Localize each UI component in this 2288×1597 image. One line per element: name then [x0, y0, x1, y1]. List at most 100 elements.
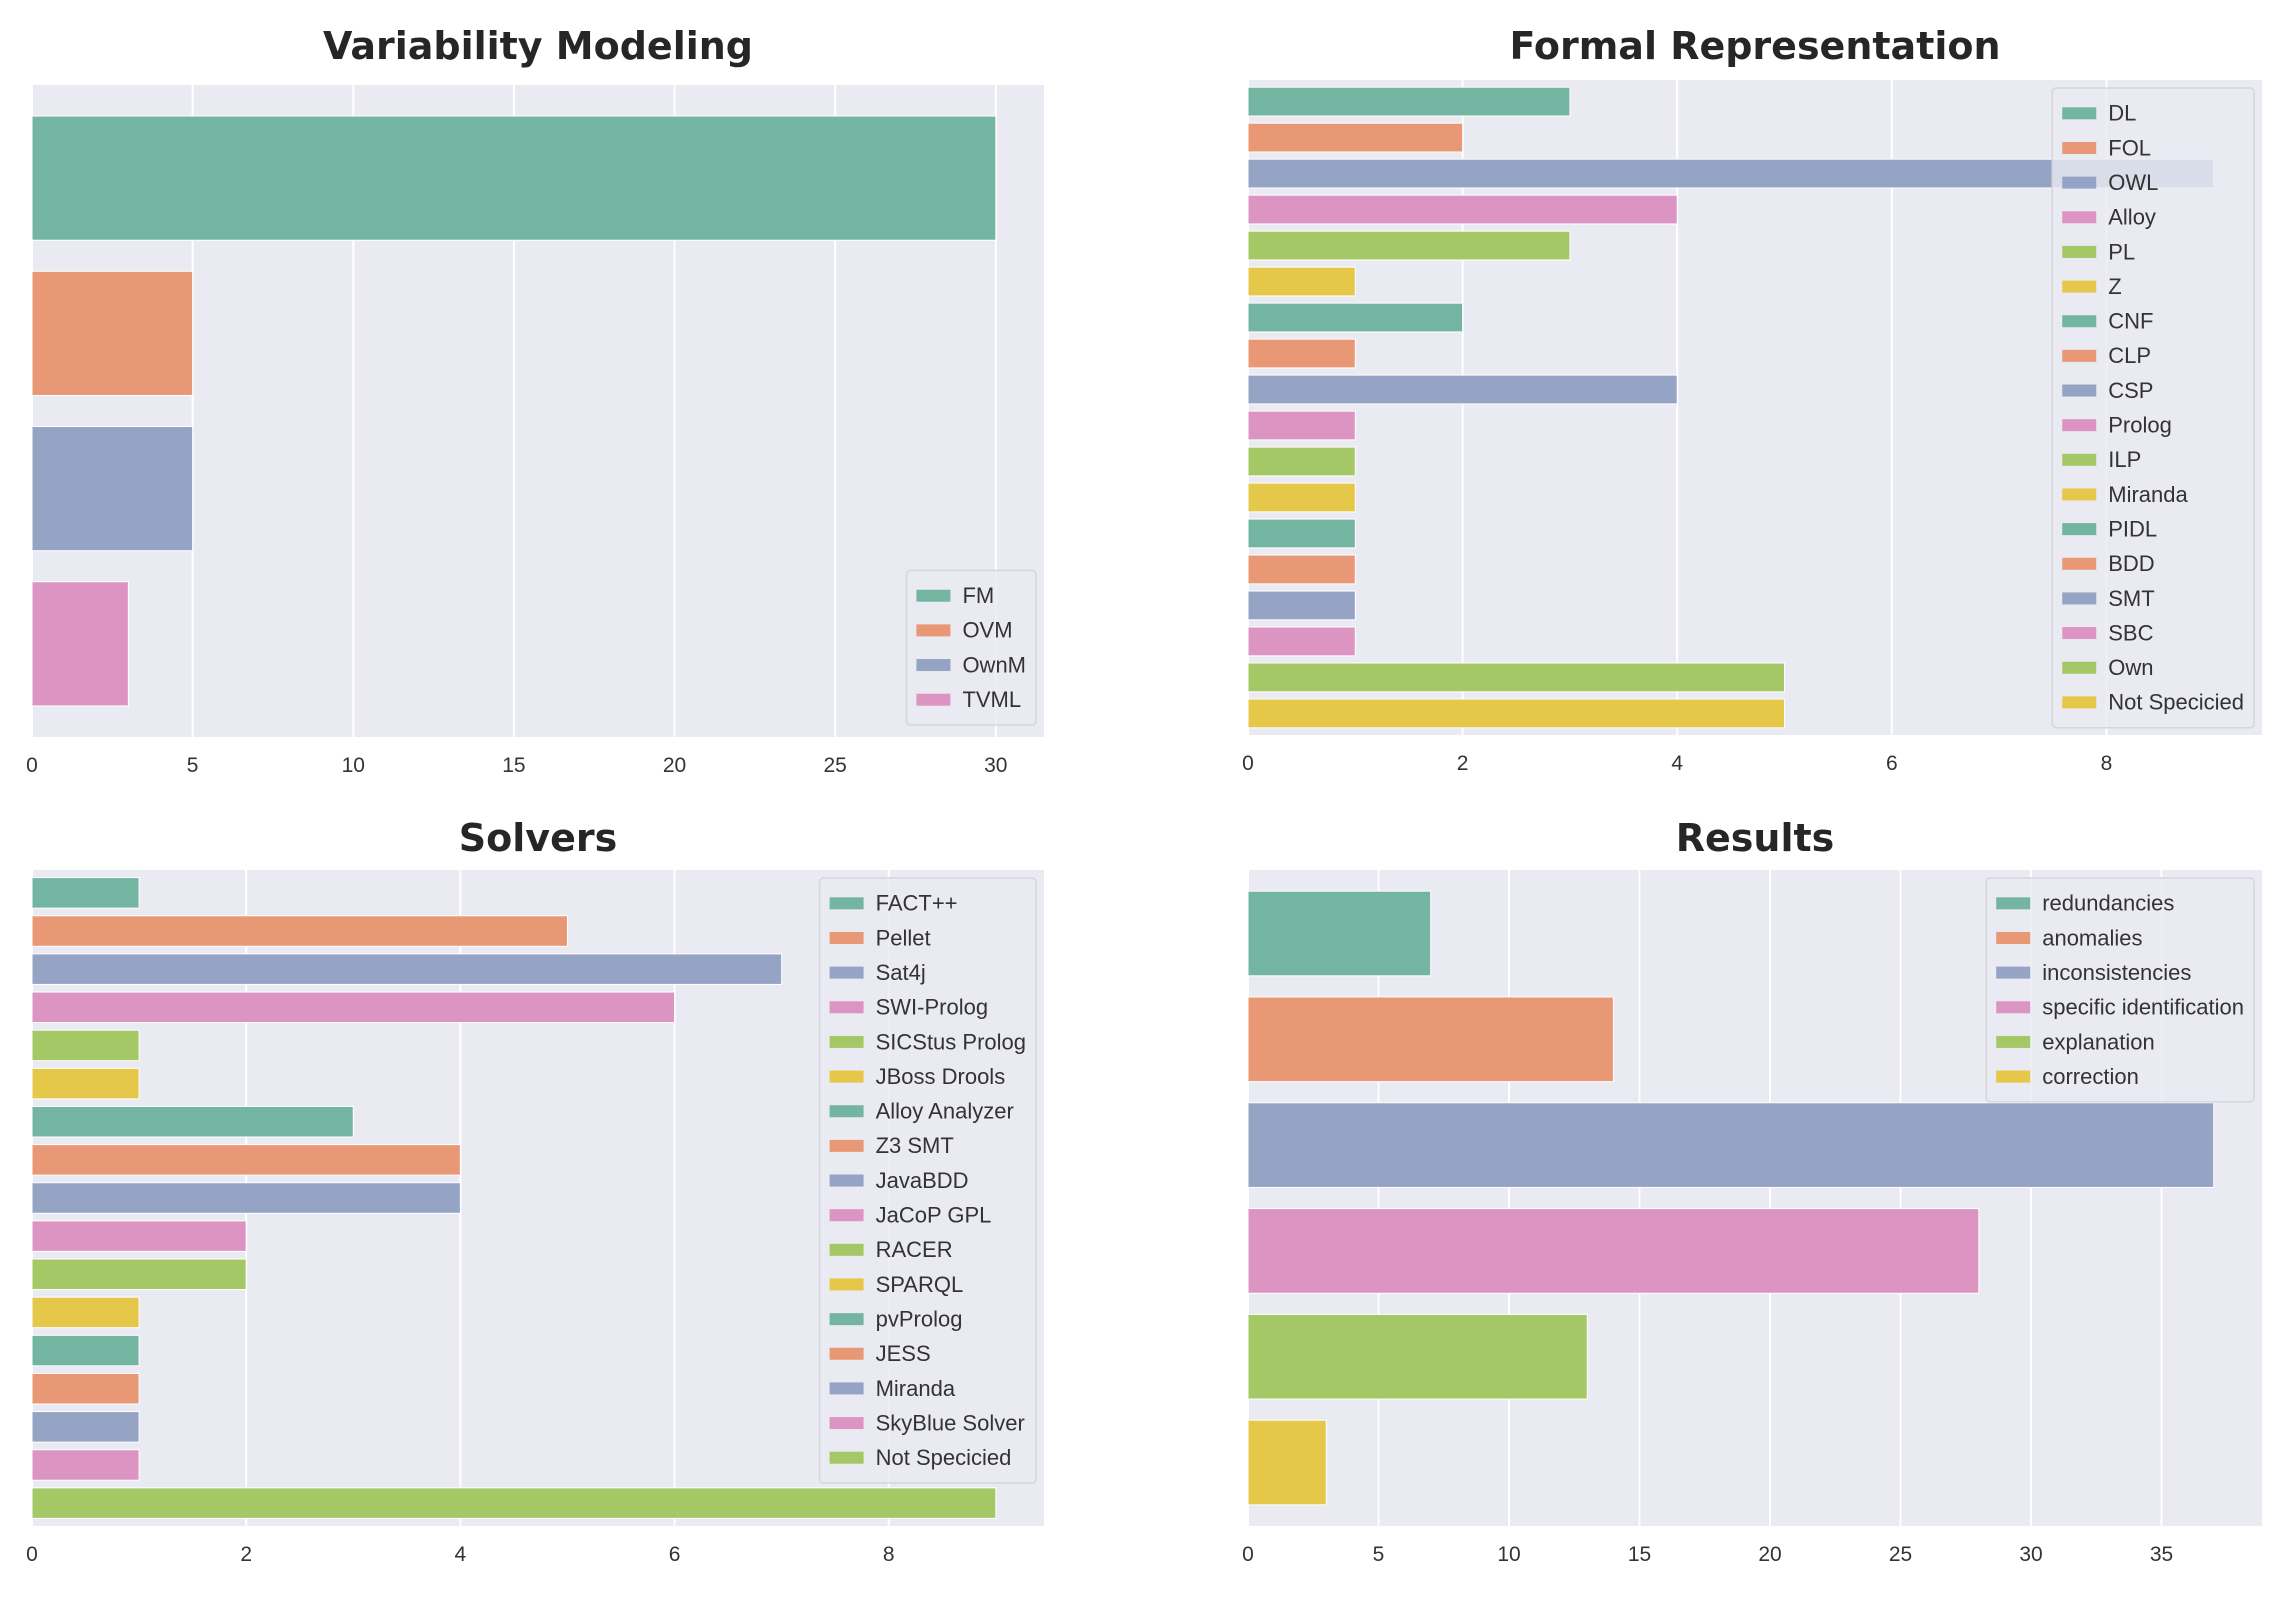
bar-csp: [1247, 374, 1678, 405]
legend-swatch-racer: [829, 1243, 864, 1256]
bar-sat4j: [31, 953, 783, 985]
legend-swatch-jacop-gpl: [829, 1209, 864, 1222]
legend-swatch-sparql: [829, 1278, 864, 1291]
bar-javabdd: [31, 1182, 461, 1214]
legend-swatch-ownm: [916, 659, 951, 672]
bar-fm: [31, 115, 997, 241]
legend-swatch-miranda: [829, 1382, 864, 1395]
legend-label-specific-identification: specific identification: [2042, 995, 2244, 1020]
legend-swatch-redundancies: [1996, 897, 2031, 910]
legend-label-sat4j: Sat4j: [876, 960, 926, 985]
legend-box: [818, 877, 1037, 1484]
bar-bdd: [1247, 554, 1356, 585]
legend-label-sicstus-prolog: SICStus Prolog: [876, 1029, 1026, 1054]
legend-swatch-inconsistencies: [1996, 966, 2031, 979]
legend-swatch-dl: [2062, 107, 2097, 120]
x-tick-label: 5: [187, 754, 199, 777]
bar-ownm: [31, 426, 194, 552]
bar-clp: [1247, 338, 1356, 369]
bar-not-specicied: [31, 1487, 997, 1519]
legend-swatch-pl: [2062, 245, 2097, 258]
x-tick-label: 2: [240, 1543, 252, 1566]
legend-label-skyblue-solver: SkyBlue Solver: [876, 1410, 1025, 1435]
legend-swatch-miranda: [2062, 488, 2097, 501]
legend-swatch-cnf: [2062, 315, 2097, 328]
bar-pvprolog: [31, 1334, 140, 1367]
legend-label-clp: CLP: [2108, 343, 2151, 368]
x-tick-label: 10: [342, 754, 365, 777]
panel-solvers: Solvers 0 2 4 6 8 FACT++ Pellet Sat4j SWI-Prolog…: [26, 816, 1044, 1566]
legend-swatch-ovm: [916, 624, 951, 637]
legend-label-pidl: PIDL: [2108, 516, 2157, 541]
x-tick-label: 10: [1497, 1543, 1520, 1566]
legend-swatch-sbc: [2062, 627, 2097, 640]
x-tick-label: 8: [2101, 752, 2113, 775]
legend-label-owl: OWL: [2108, 170, 2158, 195]
x-tick-label: 8: [883, 1543, 895, 1566]
x-tick-label: 0: [1242, 1543, 1254, 1566]
panel-variability-modeling: Variability Modeling 0 5 10 15 20 25 30 FM OVM Ow…: [0, 0, 1144, 798]
legend-swatch-smt: [2062, 592, 2097, 605]
legend-swatch-sicstus-prolog: [829, 1035, 864, 1048]
legend-swatch-explanation: [1996, 1035, 2031, 1048]
bar-sparql: [31, 1296, 140, 1329]
legend-label-fact: FACT++: [876, 891, 958, 916]
legend-swatch-clp: [2062, 349, 2097, 362]
legend-swatch-swi-prolog: [829, 1001, 864, 1014]
x-tick-label: 20: [1758, 1543, 1781, 1566]
legend-swatch-prolog: [2062, 419, 2097, 432]
chart-formal-representation: 0 2 4 6 8 DL FOL OWL Alloy PL Z CNF CLP CSP Prolog ILP M…: [1242, 80, 2262, 775]
legend-label-jacop-gpl: JaCoP GPL: [876, 1203, 992, 1228]
x-tick-label: 35: [2150, 1543, 2173, 1566]
legend-label-pvprolog: pvProlog: [876, 1306, 963, 1331]
x-tick-label: 0: [26, 754, 38, 777]
legend-label-tvml: TVML: [962, 687, 1021, 712]
legend-swatch-not-specicied: [2062, 696, 2097, 709]
legend-label-dl: DL: [2108, 101, 2136, 126]
bar-alloy-analyzer: [31, 1105, 354, 1138]
x-tick-label: 15: [1628, 1543, 1651, 1566]
bar-sicstus-prolog: [31, 1029, 140, 1062]
legend-swatch-fact: [829, 897, 864, 910]
bar-jboss-drools: [31, 1067, 140, 1100]
legend-label-racer: RACER: [876, 1237, 953, 1262]
legend-label-alloy-analyzer: Alloy Analyzer: [876, 1099, 1014, 1124]
legend-label-fm: FM: [962, 583, 994, 608]
bar-dl: [1247, 86, 1571, 117]
x-tick-label: 6: [669, 1543, 681, 1566]
bar-ilp: [1247, 446, 1356, 477]
legend: DL FOL OWL Alloy PL Z CNF CLP CSP Prolog ILP Mirand…: [2051, 87, 2255, 729]
bar-skyblue-solver: [31, 1449, 140, 1481]
legend-label-pellet: Pellet: [876, 925, 931, 950]
bar-sbc: [1247, 626, 1356, 657]
bar-fact: [31, 877, 140, 909]
panel-formal-representation: Formal Representation 0 2 4 6 8 DL FOL OWL Alloy…: [0, 0, 2288, 798]
x-tick-label: 30: [984, 754, 1007, 777]
bar-jess: [31, 1372, 140, 1405]
legend-swatch-pidl: [2062, 523, 2097, 536]
chart-title: Formal Representation: [1509, 24, 2001, 68]
bar-correction: [1247, 1419, 1327, 1506]
legend-swatch-fm: [916, 589, 951, 602]
x-tick-label: 0: [26, 1543, 38, 1566]
legend-swatch-correction: [1996, 1070, 2031, 1083]
legend-label-ownm: OwnM: [962, 652, 1026, 677]
legend-swatch-alloy: [2062, 211, 2097, 224]
x-tick-label: 30: [2019, 1543, 2042, 1566]
chart-variability-modeling: 0 5 10 15 20 25 30 FM OVM OwnM TVML: [26, 85, 1044, 777]
legend-swatch-fol: [2062, 141, 2097, 154]
legend-label-pl: PL: [2108, 239, 2135, 264]
legend-label-own: Own: [2108, 655, 2153, 680]
x-tick-label: 25: [823, 754, 846, 777]
bar-racer: [31, 1258, 247, 1291]
bar-alloy: [1247, 194, 1678, 225]
bar-not-specicied: [1247, 698, 1786, 729]
x-tick-label: 4: [455, 1543, 467, 1566]
x-tick-label: 5: [1373, 1543, 1385, 1566]
bar-tvml: [31, 581, 129, 707]
bar-ovm: [31, 270, 194, 396]
bar-fol: [1247, 122, 1464, 153]
bar-pidl: [1247, 518, 1356, 549]
bar-smt: [1247, 590, 1356, 621]
